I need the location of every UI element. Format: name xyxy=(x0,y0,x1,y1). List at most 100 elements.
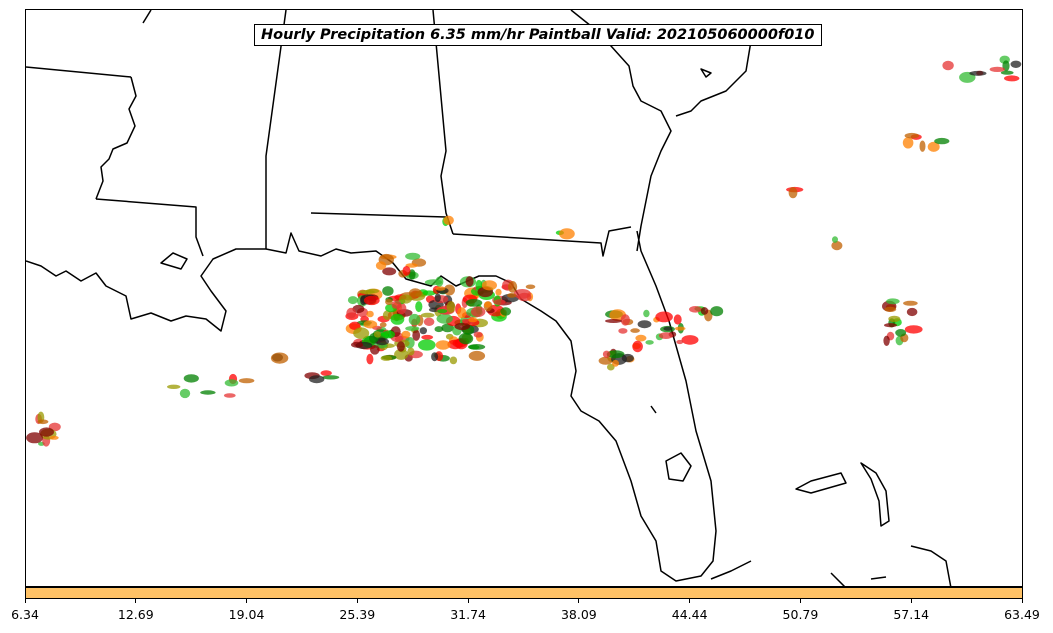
precip-blob xyxy=(347,296,358,305)
precip-blob xyxy=(884,306,897,312)
precip-blob xyxy=(788,187,798,199)
precip-blob xyxy=(969,70,987,76)
cuba xyxy=(910,545,952,586)
precip-blob xyxy=(689,306,702,313)
precip-blob xyxy=(635,334,647,342)
precip-blob xyxy=(465,276,474,287)
precip-blob xyxy=(904,132,919,139)
precip-blob xyxy=(904,325,923,334)
precip-blob xyxy=(401,330,411,339)
precip-blob xyxy=(500,307,512,316)
border-la-ms xyxy=(95,198,204,257)
map-panel: Hourly Precipitation 6.35 mm/hr Paintbal… xyxy=(25,9,1023,587)
border-ga-fl xyxy=(452,226,632,257)
bahamas-1 xyxy=(795,472,847,494)
precip-blob xyxy=(434,293,441,303)
precip-blob xyxy=(380,355,392,361)
precip-blob xyxy=(346,307,357,319)
colorbar-tick xyxy=(910,599,912,603)
precip-blob xyxy=(1010,60,1022,68)
precip-blob xyxy=(382,267,397,276)
precip-blob xyxy=(447,339,464,350)
precip-blob xyxy=(359,290,375,295)
precip-blob xyxy=(458,332,474,345)
cuba-3 xyxy=(870,576,887,580)
precip-blob xyxy=(903,300,918,306)
colorbar-tick xyxy=(799,599,801,603)
precip-blob xyxy=(373,331,382,338)
precip-blob xyxy=(883,335,890,346)
precip-blob xyxy=(621,353,634,363)
colorbar-tick-label: 6.34 xyxy=(11,607,39,622)
border-al-fl xyxy=(310,212,447,218)
precip-blob xyxy=(423,317,435,326)
precip-blob xyxy=(906,307,918,317)
precip-blob xyxy=(655,311,673,323)
precip-blob xyxy=(366,310,374,318)
precip-blob xyxy=(465,299,483,307)
precip-blob xyxy=(832,236,838,243)
precip-blob xyxy=(435,276,444,287)
border-tn-al xyxy=(142,10,152,24)
precip-blob xyxy=(391,300,402,309)
precip-blob xyxy=(607,363,615,371)
precip-blob xyxy=(382,286,394,296)
precip-blob xyxy=(422,290,436,296)
precip-blob xyxy=(408,288,422,298)
precip-blob xyxy=(831,241,843,251)
precip-blob xyxy=(620,314,630,326)
precip-blob xyxy=(632,340,643,353)
precip-blob xyxy=(363,295,380,306)
precip-blob xyxy=(710,306,724,317)
precip-blob xyxy=(507,293,517,298)
precip-blob xyxy=(449,356,458,365)
precip-blob xyxy=(605,319,622,323)
precip-blob xyxy=(435,286,446,291)
precip-blob xyxy=(681,335,699,345)
precip-blob xyxy=(1000,70,1014,75)
border-ms-al xyxy=(265,10,287,249)
precip-blob xyxy=(525,284,536,290)
precip-blob xyxy=(461,318,469,324)
precip-blob xyxy=(379,322,387,328)
precip-blob xyxy=(435,340,451,350)
precip-blob xyxy=(436,313,453,324)
precip-blob xyxy=(223,393,236,398)
precip-blob xyxy=(437,309,448,314)
precip-blob xyxy=(895,329,907,337)
precip-blob xyxy=(673,314,682,325)
precip-blob xyxy=(471,306,486,318)
precip-blob xyxy=(643,309,650,318)
precip-blob xyxy=(183,374,199,383)
precip-blob xyxy=(663,326,673,331)
precip-blob xyxy=(495,288,502,296)
precip-blob xyxy=(408,313,421,326)
precip-blob xyxy=(989,66,1005,72)
bahamas-2 xyxy=(860,462,890,527)
precip-blob xyxy=(224,379,239,387)
precip-blob xyxy=(934,137,950,145)
precip-blob xyxy=(179,388,191,399)
precip-blob xyxy=(884,323,897,328)
precip-blob xyxy=(513,289,531,299)
precip-blob xyxy=(446,301,456,313)
colorbar-tick xyxy=(24,599,26,603)
precip-blob xyxy=(420,312,435,318)
colorbar-tick xyxy=(1021,599,1023,603)
precip-blob xyxy=(473,331,483,338)
precip-blob xyxy=(1004,75,1020,82)
precip-blob xyxy=(415,301,423,313)
precip-blob xyxy=(366,353,374,365)
precip-blob xyxy=(612,359,619,367)
precip-blob xyxy=(645,340,654,345)
colorbar-tick-label: 63.49 xyxy=(1004,607,1040,622)
precip-paintball-layer xyxy=(26,55,1022,447)
colorbar-tick-label: 44.44 xyxy=(671,607,708,622)
se-coast xyxy=(675,40,752,117)
precip-blob xyxy=(49,435,59,440)
colorbar-tick-label: 50.79 xyxy=(782,607,819,622)
precip-blob xyxy=(431,352,439,362)
precip-blob xyxy=(602,350,611,358)
precip-blob xyxy=(363,320,378,329)
colorbar-tick-label: 57.14 xyxy=(893,607,930,622)
